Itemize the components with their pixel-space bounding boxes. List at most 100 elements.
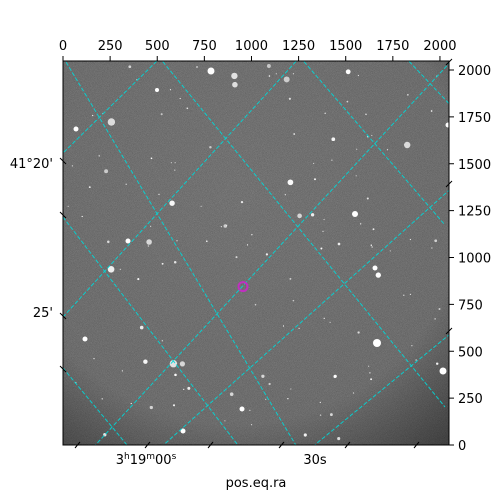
star-point xyxy=(107,240,110,244)
star-point xyxy=(331,137,336,142)
ra-label-right: 30s xyxy=(303,453,327,468)
star-point xyxy=(434,239,438,243)
star-point xyxy=(370,244,373,246)
bright-star-point xyxy=(439,367,447,375)
star-point xyxy=(415,359,417,361)
ra-label-hours-unit: h xyxy=(124,452,130,462)
star-point xyxy=(323,218,325,221)
coordinate-grid xyxy=(63,61,449,445)
star-point xyxy=(370,378,373,381)
star-point xyxy=(174,169,176,171)
star-point xyxy=(88,186,91,189)
star-point xyxy=(331,159,333,161)
ra-label-seconds-unit: s xyxy=(172,452,177,462)
star-point xyxy=(346,100,349,103)
star-point xyxy=(229,392,234,396)
right-tick-label: 2000 xyxy=(458,64,491,79)
x-axis-title: pos.eq.ra xyxy=(226,476,287,491)
star-point xyxy=(143,359,148,364)
star-point xyxy=(121,370,123,372)
star-point xyxy=(186,107,189,110)
grid-line xyxy=(63,367,128,445)
star-point xyxy=(149,405,153,410)
star-point xyxy=(150,157,153,160)
star-point xyxy=(320,247,323,250)
star-point xyxy=(329,321,331,323)
star-point xyxy=(104,169,109,174)
star-point xyxy=(246,244,249,246)
star-point xyxy=(107,265,115,273)
star-point xyxy=(250,424,253,426)
world-axis-ticks xyxy=(59,58,453,449)
star-point xyxy=(313,162,315,165)
star-point xyxy=(223,224,228,228)
bright-star-point xyxy=(352,211,358,217)
star-point xyxy=(92,114,94,117)
star-point xyxy=(209,146,212,149)
right-tick-label: 0 xyxy=(458,439,466,454)
grid-line xyxy=(63,216,239,445)
star-point xyxy=(337,242,341,246)
star-point xyxy=(160,113,163,116)
star-point xyxy=(371,246,373,248)
star-point xyxy=(355,175,357,177)
star-point xyxy=(232,81,238,88)
star-point xyxy=(282,325,285,327)
star-point xyxy=(107,118,116,126)
star-point xyxy=(356,148,358,150)
star-point xyxy=(287,398,289,400)
star-point xyxy=(375,272,381,278)
star-point xyxy=(333,374,337,378)
dec-label-top: 41°20' xyxy=(10,157,53,172)
grid-line xyxy=(94,62,449,445)
star-point xyxy=(158,193,160,196)
right-tick-label: 1000 xyxy=(458,252,491,267)
star-point xyxy=(323,317,325,319)
star-point xyxy=(292,73,295,75)
star-point xyxy=(324,112,326,115)
star-point xyxy=(174,373,177,377)
star-point xyxy=(411,345,413,347)
image-vignette xyxy=(63,61,449,445)
top-tick-label: 0 xyxy=(59,39,67,54)
star-point xyxy=(206,240,208,242)
star-point xyxy=(386,149,389,151)
star-point xyxy=(409,238,411,241)
star-point xyxy=(226,224,228,226)
star-point xyxy=(366,197,369,200)
star-field xyxy=(67,64,449,441)
top-tick-label: 1750 xyxy=(376,39,409,54)
star-point xyxy=(283,76,290,83)
star-point xyxy=(224,420,226,422)
star-point xyxy=(176,240,178,242)
star-point xyxy=(130,402,132,405)
dec-label-bottom: 25' xyxy=(33,306,53,321)
top-tick-label: 250 xyxy=(98,39,123,54)
star-point xyxy=(371,134,373,137)
grid-line xyxy=(162,189,449,445)
star-point xyxy=(409,293,411,295)
star-point xyxy=(137,278,140,281)
star-point xyxy=(71,165,74,167)
star-point xyxy=(293,133,296,135)
star-point xyxy=(231,72,238,80)
bright-star-point xyxy=(73,126,79,132)
star-point xyxy=(128,65,132,69)
grid-line xyxy=(161,61,446,408)
star-point xyxy=(403,294,405,296)
plot-frame xyxy=(62,60,450,446)
star-point xyxy=(404,141,411,149)
star-point xyxy=(169,359,178,368)
star-point xyxy=(265,253,269,256)
right-tick-label: 500 xyxy=(458,345,483,360)
star-point xyxy=(372,228,375,231)
star-point xyxy=(438,307,441,311)
right-tick-label: 1500 xyxy=(458,158,491,173)
top-tick-label: 2000 xyxy=(423,39,456,54)
right-tick-label: 1750 xyxy=(458,111,491,126)
star-point xyxy=(329,413,333,417)
star-point xyxy=(67,205,69,208)
star-point xyxy=(240,200,244,204)
star-point xyxy=(389,250,391,252)
